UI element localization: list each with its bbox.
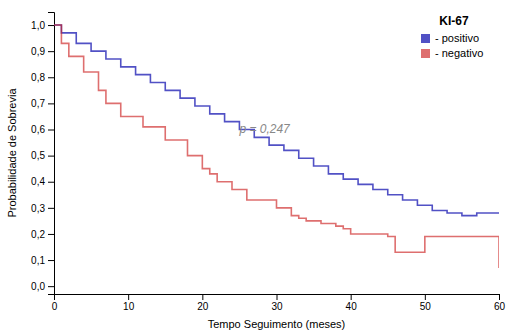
legend-label: - negativo <box>435 47 483 59</box>
y-tick-label: 0,6 <box>31 124 45 135</box>
x-tick: 10 <box>123 294 135 312</box>
y-tick-mark <box>48 51 54 52</box>
y-tick: 0,1 <box>31 255 54 266</box>
y-tick-mark <box>48 77 54 78</box>
y-tick: 0,3 <box>31 203 54 214</box>
x-tick: 40 <box>346 294 358 312</box>
x-tick-label: 50 <box>420 301 432 312</box>
x-tick: 50 <box>420 294 432 312</box>
y-tick-label: 0,4 <box>31 176 45 187</box>
x-axis-title: Tempo Seguimento (meses) <box>208 318 346 330</box>
y-tick-label: 0,2 <box>31 229 45 240</box>
y-tick-label: 1,0 <box>31 20 45 31</box>
y-tick-mark <box>48 103 54 104</box>
y-axis: 0,0 0,1 0,2 0,3 0,4 0,5 0,6 0,7 0,8 0,9 1,0 <box>31 13 54 295</box>
y-axis-line <box>48 13 55 295</box>
x-tick-mark <box>202 294 203 300</box>
y-tick: 0,2 <box>31 229 54 240</box>
x-tick-label: 40 <box>346 301 358 312</box>
y-tick: 1,0 <box>31 20 54 31</box>
x-tick-mark <box>128 294 129 300</box>
x-tick: 60 <box>494 294 506 312</box>
y-tick: 0,8 <box>31 72 54 83</box>
y-tick-label: 0,9 <box>31 46 45 57</box>
y-tick-mark <box>48 208 54 209</box>
y-tick-mark <box>48 156 54 157</box>
legend-label: - positivo <box>435 32 479 44</box>
x-tick-label: 0 <box>52 301 58 312</box>
x-tick-label: 10 <box>123 301 135 312</box>
y-tick: 0,6 <box>31 124 54 135</box>
chart: 0 10 20 30 40 50 60 0,0 0,1 0,2 0,3 0,4 0,5 0,6 0,7 0,8… <box>0 0 513 334</box>
x-tick-label: 60 <box>494 301 506 312</box>
legend: KI-67 - positivo - negativo <box>421 14 483 59</box>
x-tick: 20 <box>197 294 209 312</box>
x-tick-mark <box>277 294 278 300</box>
y-tick: 0,0 <box>31 281 54 292</box>
y-tick-label: 0,5 <box>31 150 45 161</box>
x-tick-mark <box>425 294 426 300</box>
y-tick: 0,9 <box>31 46 54 57</box>
survival-curve <box>54 25 499 268</box>
y-tick-label: 0,3 <box>31 203 45 214</box>
y-tick-mark <box>48 260 54 261</box>
x-tick-mark <box>351 294 352 300</box>
y-tick-label: 0,1 <box>31 255 45 266</box>
x-axis-line <box>55 295 500 301</box>
annotation: p = 0,247 <box>238 122 291 136</box>
y-tick: 0,7 <box>31 98 54 109</box>
survival-curve <box>54 25 499 216</box>
x-axis: 0 10 20 30 40 50 60 <box>52 294 506 312</box>
legend-title: KI-67 <box>439 14 469 28</box>
y-tick-label: 0,8 <box>31 72 45 83</box>
x-tick-mark <box>499 294 500 300</box>
x-tick: 0 <box>52 294 58 312</box>
y-tick-mark <box>48 286 54 287</box>
legend-swatch <box>421 49 430 58</box>
x-tick-label: 30 <box>271 301 283 312</box>
legend-swatch <box>421 34 430 43</box>
plot-area <box>54 25 499 268</box>
y-tick-mark <box>48 130 54 131</box>
y-axis-title: Probabilidade de Sobrevia <box>6 88 18 218</box>
x-tick: 30 <box>271 294 283 312</box>
x-tick-label: 20 <box>197 301 209 312</box>
y-tick-label: 0,0 <box>31 281 45 292</box>
y-tick-mark <box>48 182 54 183</box>
y-tick-mark <box>48 234 54 235</box>
y-tick: 0,4 <box>31 176 54 187</box>
y-tick: 0,5 <box>31 150 54 161</box>
y-tick-mark <box>48 25 54 26</box>
y-tick-label: 0,7 <box>31 98 45 109</box>
